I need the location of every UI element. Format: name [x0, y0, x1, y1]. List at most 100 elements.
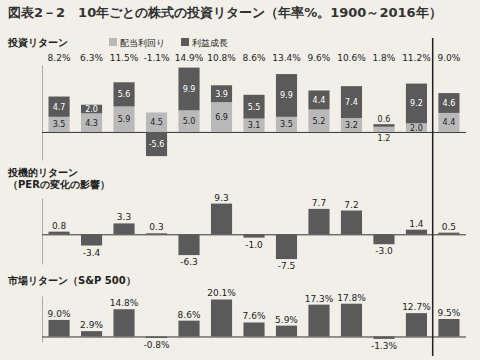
- segment-label: 5.0: [183, 117, 196, 126]
- marks: [48, 204, 459, 259]
- text-line: 市場リターン（S&P 500）: [7, 275, 136, 286]
- bar: [211, 299, 232, 336]
- legend-label: 配当利回り: [120, 38, 165, 48]
- bar-label: 7.6%: [243, 311, 266, 321]
- total-label: 13.4%: [272, 53, 301, 63]
- bar-segment: [406, 84, 427, 124]
- marks: [48, 68, 459, 157]
- segment-label: 4.4: [313, 96, 326, 105]
- bar: [178, 321, 199, 337]
- segment-label: 2.0: [85, 105, 98, 114]
- bar-label: -1.0: [245, 240, 263, 250]
- bar: [146, 336, 167, 337]
- chart-svg: 図表2－2 10年ごとの株式の投資リターン（年率%。1900～2016年） 投資リ…: [0, 0, 480, 360]
- bar: [406, 313, 427, 336]
- segment-label: -5.6: [149, 140, 165, 149]
- segment-label: 9.9: [280, 91, 293, 100]
- chart-title: 図表2－2 10年ごとの株式の投資リターン（年率%。1900～2016年）: [8, 5, 442, 20]
- segment-label: 4.3: [85, 119, 98, 128]
- segment-label: 4.6: [443, 99, 456, 108]
- bar: [81, 234, 102, 245]
- segment-label: 4.7: [53, 103, 66, 112]
- total-label: 6.3%: [80, 53, 103, 63]
- bar-label: -3.0: [375, 246, 393, 256]
- bar-label: 7.7: [312, 198, 326, 208]
- bar-segment: [308, 90, 329, 109]
- bar-label: 7.2: [344, 200, 358, 210]
- text-line: 投資リターン: [7, 37, 68, 49]
- bar-label: 12.7%: [402, 302, 431, 312]
- bar: [48, 320, 69, 337]
- bar: [276, 234, 297, 259]
- y-axis: [42, 199, 466, 265]
- panel: 市場リターン（S&P 500）9.0%2.9%14.8%-0.8%8.6%20.…: [7, 275, 466, 351]
- y-axis-line: [42, 297, 43, 343]
- total-label: 14.9%: [175, 53, 204, 63]
- bar-segment: [438, 93, 459, 113]
- segment-label: 3.5: [53, 120, 66, 129]
- total-label: -1.1%: [143, 53, 170, 63]
- segment-label: 9.2: [410, 99, 423, 108]
- total-label: 9.0%: [438, 53, 461, 63]
- bar-segment: [178, 110, 199, 132]
- bar-label: 9.3: [214, 193, 228, 203]
- total-label: 10.8%: [207, 53, 236, 63]
- text-line: 投機的リターン: [7, 167, 78, 178]
- zero-line: [42, 132, 466, 133]
- bar: [178, 234, 199, 255]
- bar-label: 9.5%: [438, 308, 461, 318]
- labels: 9.0%2.9%14.8%-0.8%8.6%20.1%7.6%5.9%17.3%…: [48, 288, 461, 350]
- y-axis-line: [42, 66, 43, 161]
- bar-segment: [81, 105, 102, 114]
- bar-label: 8.6%: [178, 310, 201, 320]
- segment-label: 4.4: [443, 118, 456, 127]
- bar-segment: [113, 82, 134, 106]
- bar-segment: [341, 86, 362, 118]
- bar-label: -1.3%: [371, 341, 398, 351]
- bar-label: 0.8: [52, 221, 67, 231]
- segment-label: 4.5: [150, 118, 163, 127]
- bar: [113, 309, 134, 336]
- bar-label: 14.8%: [110, 298, 139, 308]
- total-label: 9.6%: [308, 53, 331, 63]
- bar-label: 2.9%: [80, 320, 103, 330]
- bar-segment: [178, 68, 199, 111]
- segment-label: 3.1: [248, 121, 261, 130]
- bar: [146, 233, 167, 235]
- bar-label: 5.9%: [275, 315, 298, 325]
- zero-line: [42, 336, 466, 337]
- bar-label: 17.3%: [305, 294, 334, 304]
- chart-root: 図表2－2 10年ごとの株式の投資リターン（年率%。1900～2016年） 投資リ…: [0, 0, 480, 360]
- bar: [373, 234, 394, 244]
- bar: [341, 304, 362, 337]
- bar-label: 9.0%: [48, 309, 71, 319]
- bar-label: -6.3: [180, 257, 198, 267]
- segment-label: 9.9: [183, 85, 196, 94]
- bar: [438, 233, 459, 235]
- legend-label: 利益成長: [192, 38, 228, 48]
- bar-segment: [243, 119, 264, 132]
- y-axis: [42, 66, 466, 161]
- bar-label: -3.4: [83, 248, 101, 258]
- y-tick: [42, 132, 466, 133]
- y-axis: [42, 297, 466, 343]
- bar-segment: [211, 85, 232, 102]
- separator-line: [432, 38, 434, 356]
- total-label: 10.6%: [337, 53, 366, 63]
- total-label: 1.8%: [373, 53, 396, 63]
- bar-segment: [373, 127, 394, 132]
- bar-segment: [81, 113, 102, 132]
- bar-segment: [48, 117, 69, 132]
- bar: [308, 209, 329, 234]
- total-label: 8.2%: [48, 53, 71, 63]
- bar: [211, 204, 232, 235]
- bar-segment: [276, 74, 297, 117]
- bar-label: 0.5: [442, 222, 456, 232]
- bar-label: -7.5: [278, 261, 296, 271]
- bar: [438, 319, 459, 336]
- panel-title: 投機的リターン（PERの変化の影響）: [7, 167, 110, 190]
- text-line: 図表2－2 10年ごとの株式の投資リターン（年率%。1900～2016年）: [8, 5, 442, 20]
- segment-label: 6.9: [215, 113, 228, 122]
- text-line: （PERの変化の影響）: [8, 179, 110, 190]
- bar-segment: [243, 95, 264, 119]
